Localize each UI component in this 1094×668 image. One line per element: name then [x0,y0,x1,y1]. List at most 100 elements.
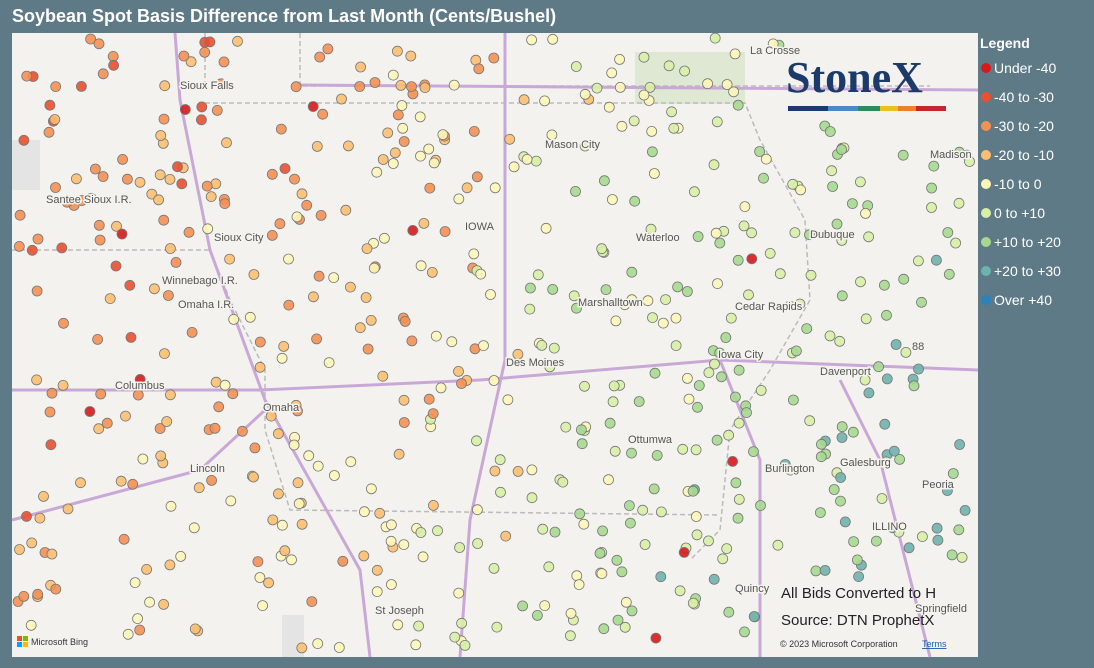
bid-dot [795,184,806,196]
bid-dot [307,291,319,303]
bid-dot [218,56,230,68]
bid-dot [576,438,588,450]
bid-dot [272,428,284,440]
bid-dot [954,146,965,158]
map-label: Ottumwa [628,434,673,446]
bid-dot [312,638,324,649]
bid-dot [599,175,610,187]
bid-dot [908,380,920,392]
bid-dot [95,388,107,400]
bid-dot [432,525,443,537]
bid-dot [880,456,892,468]
bid-dot [472,538,484,549]
bid-dot [365,314,377,326]
bid-dot [266,168,278,180]
bid-dot [283,253,294,265]
bid-dot [683,393,695,405]
bid-dot [423,393,435,405]
bid-dot [134,624,146,636]
bid-dot [263,577,275,589]
terms-link[interactable]: Terms [922,639,947,649]
legend-label: +20 to +30 [994,263,1061,279]
bid-dot [328,470,340,481]
bid-dot [213,401,225,413]
bid-dot [170,256,182,268]
bid-dot [598,623,610,635]
bid-dot [361,243,373,255]
legend-swatch [981,295,991,305]
bid-dot [660,294,671,306]
bid-dot [853,571,864,582]
bid-dot [475,268,487,280]
bid-dot [668,122,680,134]
bid-dot [288,439,300,451]
bid-dot [34,512,46,524]
bid-dot [746,253,758,265]
bid-dot [428,157,440,169]
bid-dot [199,46,211,58]
bid-dot [543,561,555,573]
bid-dot [453,365,464,377]
bid-dot [125,331,137,343]
bid-dot [532,269,544,281]
bid-dot [101,417,113,429]
bid-dot [508,161,520,173]
bid-dot [873,361,884,373]
bid-dot [638,89,650,101]
map-labels: La Crosse Sioux Falls Mason City Madison IOW… [45,44,974,619]
bid-dot [205,191,217,203]
bid-dot [626,447,637,459]
bid-dot [834,335,846,347]
bid-dot [50,182,61,193]
bid-dot [132,613,144,624]
bid-dot [805,269,817,281]
bid-dot [703,535,714,547]
map-label: Springfield [915,603,967,615]
bid-dot [525,282,536,294]
bid-dot [596,243,608,255]
bid-dot [835,472,846,483]
bid-dot [141,564,153,575]
bid-dot [286,554,297,566]
bid-dot [437,129,449,141]
legend-label: -20 to -10 [994,147,1054,163]
bid-dot [860,313,872,325]
bid-dot [21,70,33,82]
bid-dot [928,160,940,172]
bid-dot [371,586,383,597]
bid-dot [708,573,720,585]
bid-dot [188,522,200,534]
bid-dot [628,115,640,127]
bid-dot [947,468,959,479]
bid-dot [890,339,902,350]
bid-dot [596,568,608,579]
bid-dot [804,229,815,241]
bid-dot [626,266,638,278]
bid-dot [473,63,485,75]
bid-dot [296,188,308,200]
bid-dot [387,69,399,81]
bid-dot [387,158,399,169]
bid-dot [215,78,227,90]
bid-dot [18,134,30,146]
bid-dot [852,554,863,566]
bid-dot [279,545,291,557]
bid-dot [502,394,514,406]
legend-label: -10 to 0 [994,176,1042,192]
bid-dot [739,626,750,638]
bid-dot [221,137,232,149]
bid-dot [791,345,802,357]
bid-dot [461,182,473,194]
bid-dot [249,442,261,454]
bid-dot [38,490,49,502]
bid-dot [730,391,741,403]
bid-dot [398,539,410,550]
bid-dot [46,548,58,560]
bid-dot [153,194,165,206]
note: Source: DTN ProphetX [781,612,934,629]
bid-dot [646,125,658,137]
bid-dot [414,111,426,123]
bid-dot [303,450,315,462]
bid-dot [674,585,686,597]
bid-dot [953,524,965,536]
